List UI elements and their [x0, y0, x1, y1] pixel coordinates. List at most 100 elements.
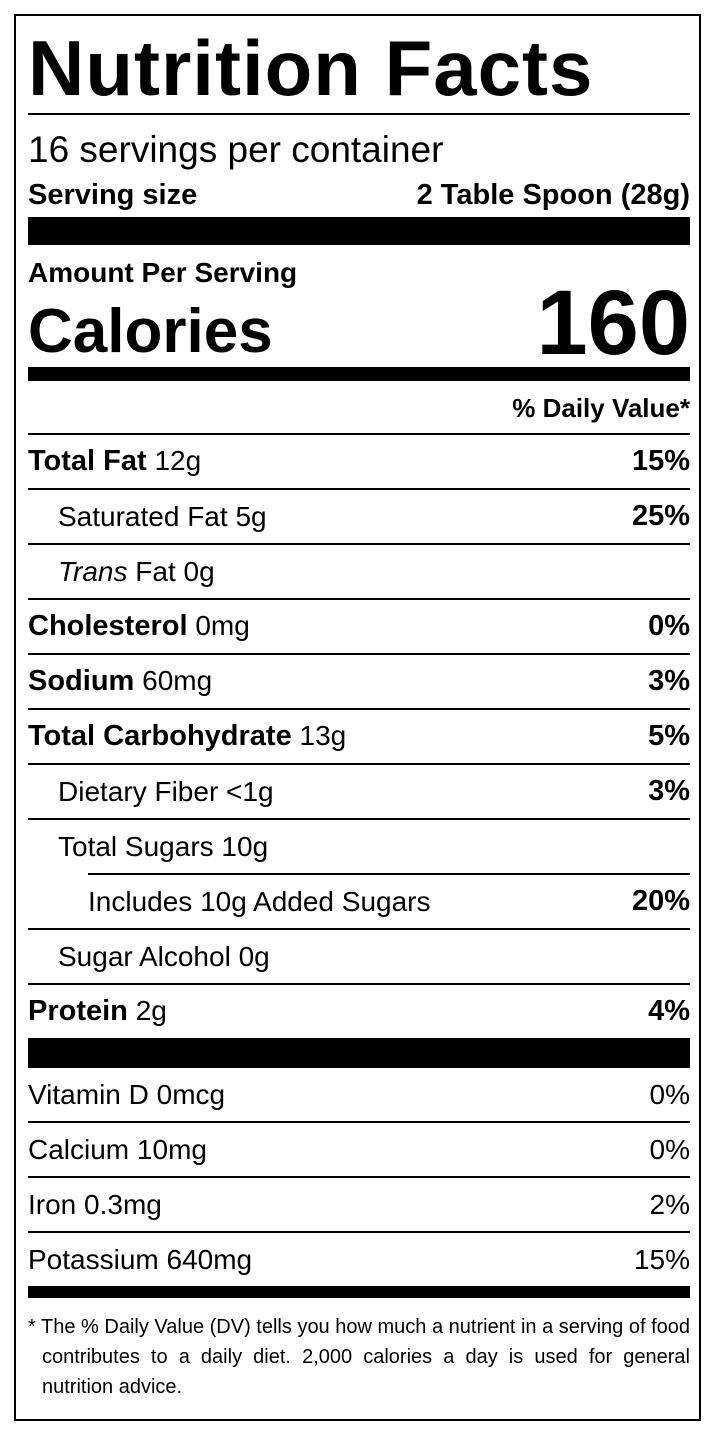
daily-value: 5% [648, 720, 690, 752]
servings: 16 servings per container [28, 129, 444, 170]
nutrient-label: Protein 2g [28, 995, 167, 1028]
nutrient-label: Sodium 60mg [28, 665, 212, 698]
nutrient-amount: 0.3mg [84, 1188, 162, 1220]
nutrient-label: Total Fat 12g [28, 445, 201, 478]
nutrient-label: Total Sugars 10g [58, 831, 268, 863]
rule [88, 873, 690, 875]
nutrient-name: Saturated Fat [58, 500, 228, 532]
thick-rule [28, 1038, 690, 1068]
serving-size: Serving size 2 Table Spoon (28g) [28, 167, 690, 217]
nutrient-name: Cholesterol [28, 610, 188, 642]
nutrient-name: Vitamin D [28, 1078, 149, 1110]
nutrient-amount: 13g [299, 720, 347, 751]
nutrient-label: Dietary Fiber <1g [58, 776, 274, 808]
nutrient-name: Sugar Alcohol [58, 940, 231, 972]
nutrient-label: Potassium 640mg [28, 1244, 252, 1276]
title: Nutrition Facts [28, 24, 594, 112]
nutrient-row: Total Carbohydrate 13g 5% [28, 710, 690, 763]
rule [28, 488, 690, 490]
nutrition-label: Nutrition Facts 16 servings per containe… [14, 14, 701, 1421]
nutrient-row: Calcium 10mg 0% [28, 1123, 690, 1176]
rule [28, 928, 690, 930]
nutrient-label: Includes 10g Added Sugars [88, 886, 430, 918]
footnote: * The % Daily Value (DV) tells you how m… [28, 1316, 690, 1398]
calories-label: Calories [28, 297, 273, 366]
daily-value: 3% [648, 775, 690, 807]
nutrient-name: Total Carbohydrate [28, 720, 292, 752]
daily-value: 15% [633, 1243, 690, 1275]
nutrient-row: Cholesterol 0mg 0% [28, 600, 690, 653]
nutrient-amount: 12g [154, 445, 202, 476]
nutrient-row: Total Fat 12g 15% [28, 435, 690, 488]
rule [28, 543, 690, 545]
daily-value: 25% [631, 500, 690, 532]
nutrient-amount: <1g [226, 775, 274, 807]
nutrient-label: Cholesterol 0mg [28, 610, 250, 643]
nutrient-name: Total Fat [28, 445, 147, 477]
nutrient-label: Calcium 10mg [28, 1134, 207, 1166]
rule [28, 818, 690, 820]
nutrient-name-italic: Trans [58, 555, 128, 587]
nutrient-label: Sugar Alcohol 0g [58, 941, 270, 973]
nutrient-amount: 10mg [136, 1133, 207, 1165]
nutrient-name: Fat [135, 555, 176, 587]
calories-value: 160 [536, 272, 691, 374]
daily-value: 3% [648, 665, 690, 697]
amount-per-serving: Amount Per Serving [28, 257, 298, 288]
nutrient-row: Sodium 60mg 3% [28, 655, 690, 708]
nutrient-amount: 10g [221, 830, 269, 862]
nutrient-amount: 0g [238, 940, 270, 972]
nutrient-row: Protein 2g 4% [28, 985, 690, 1038]
nutrient-name: Protein [28, 995, 128, 1027]
rule [28, 1231, 690, 1233]
thick-rule [28, 217, 690, 245]
nutrient-name: Includes 10g Added Sugars [88, 885, 431, 917]
daily-value: 0% [649, 1078, 690, 1110]
nutrient-row: Includes 10g Added Sugars 20% [28, 875, 690, 928]
nutrient-amount: 0mg [195, 610, 250, 641]
rule [28, 708, 690, 710]
calories-row: Calories 160 [28, 277, 690, 369]
daily-value: 0% [649, 1133, 690, 1165]
nutrient-label: Saturated Fat 5g [58, 501, 267, 533]
nutrient-amount: 0g [183, 555, 215, 587]
daily-value: 4% [648, 995, 690, 1027]
nutrient-label: Total Carbohydrate 13g [28, 720, 346, 753]
daily-value: 15% [631, 445, 690, 477]
rule [28, 1121, 690, 1123]
rule [28, 1176, 690, 1178]
nutrient-name: Sodium [28, 665, 135, 697]
nutrient-row: Vitamin D 0mcg 0% [28, 1068, 690, 1121]
serving-size-value: 2 Table Spoon (28g) [416, 179, 690, 211]
nutrient-row: Iron 0.3mg 2% [28, 1178, 690, 1231]
vitamins: Vitamin D 0mcg 0% Calcium 10mg 0% Iron 0.3mg… [28, 1068, 690, 1286]
nutrients: Total Fat 12g 15% Saturated Fat 5g 25% Trans… [28, 435, 690, 1038]
rule [28, 763, 690, 765]
nutrient-amount: 0mcg [156, 1078, 226, 1110]
nutrient-name: Iron [28, 1188, 77, 1220]
nutrient-row: Potassium 640mg 15% [28, 1233, 690, 1286]
nutrient-row: Sugar Alcohol 0g [28, 930, 690, 983]
nutrient-amount: 60mg [142, 665, 213, 696]
thick-rule [28, 367, 690, 381]
nutrient-label: Iron 0.3mg [28, 1189, 162, 1221]
rule [28, 653, 690, 655]
nutrient-amount: 640mg [166, 1243, 253, 1275]
nutrient-row: Total Sugars 10g [28, 820, 690, 873]
daily-value: 2% [649, 1188, 690, 1220]
nutrient-amount: 5g [235, 500, 267, 532]
nutrient-row: Trans Fat 0g [28, 545, 690, 598]
nutrient-label: Trans Fat 0g [58, 556, 215, 588]
daily-value-header: % Daily Value* [28, 381, 690, 435]
nutrient-row: Dietary Fiber <1g 3% [28, 765, 690, 818]
nutrient-amount: 2g [135, 995, 167, 1026]
nutrient-label: Vitamin D 0mcg [28, 1079, 225, 1111]
label-content: Nutrition Facts 16 servings per containe… [28, 16, 690, 1402]
rule [28, 598, 690, 600]
nutrient-name: Total Sugars [58, 830, 214, 862]
serving-size-label: Serving size [28, 179, 198, 211]
nutrient-row: Saturated Fat 5g 25% [28, 490, 690, 543]
nutrient-name: Calcium [28, 1133, 130, 1165]
rule [28, 113, 690, 115]
daily-value: 20% [631, 885, 690, 917]
